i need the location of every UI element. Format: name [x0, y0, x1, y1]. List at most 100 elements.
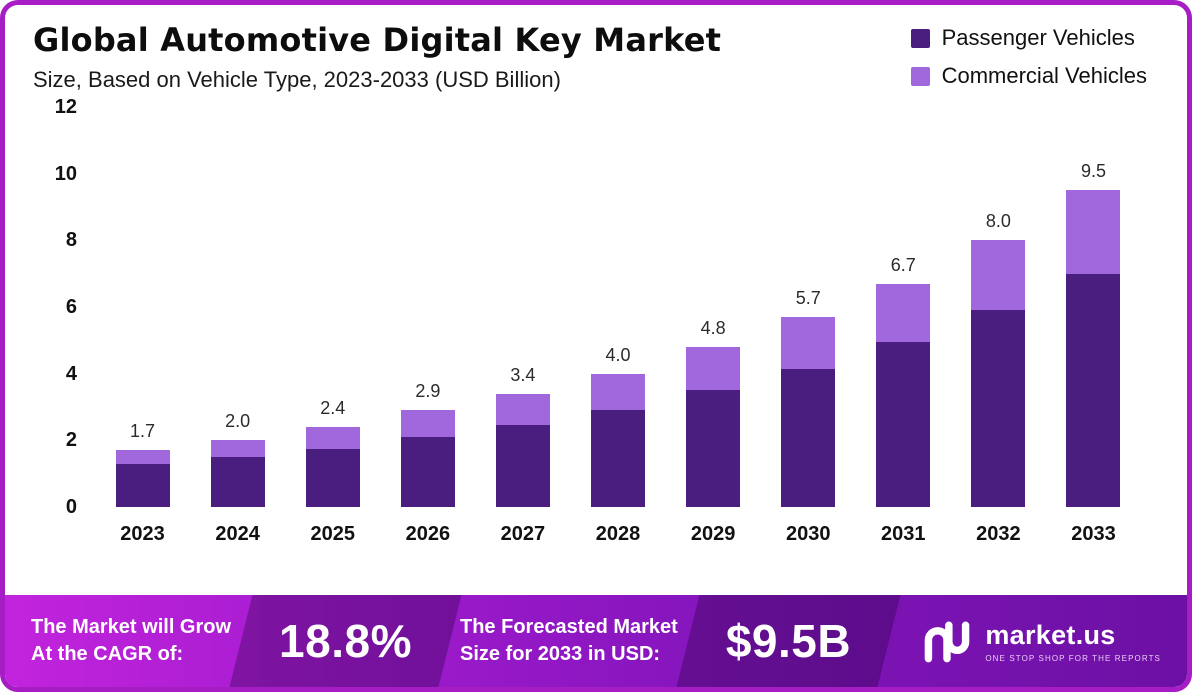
- bar-segment-passenger: [971, 310, 1026, 507]
- y-axis-label: 2: [65, 429, 77, 452]
- bar-stack: 3.4: [475, 107, 570, 507]
- bar-group: 6.7 2031: [856, 107, 951, 546]
- bar-segment-commercial: [1066, 190, 1121, 274]
- cagr-value-panel: 18.8%: [241, 595, 450, 687]
- bar-stack: 4.8: [666, 107, 761, 507]
- bar-segment-commercial: [591, 373, 646, 411]
- legend-swatch-passenger-icon: [910, 28, 930, 48]
- chart-header: Global Automotive Digital Key Market Siz…: [33, 21, 1159, 93]
- bar-group: 8.0 2032: [951, 107, 1046, 546]
- bar-stack: 9.5: [1046, 107, 1141, 507]
- bar-group: 5.7 2030: [761, 107, 856, 546]
- cagr-label: The Market will Grow At the CAGR of:: [31, 614, 231, 668]
- x-axis-label: 2032: [976, 523, 1021, 545]
- legend-item-commercial: Commercial Vehicles: [910, 63, 1147, 89]
- bar-total-label: 6.7: [890, 254, 916, 275]
- x-axis-label: 2025: [310, 523, 355, 545]
- bar-group: 2.9 2026: [380, 107, 475, 546]
- bar-total-label: 8.0: [985, 211, 1011, 232]
- x-axis-label: 2033: [1071, 523, 1116, 545]
- cagr-label-line2: At the CAGR of:: [31, 643, 184, 665]
- chart-section: Global Automotive Digital Key Market Siz…: [5, 5, 1187, 595]
- forecast-label: The Forecasted Market Size for 2033 in U…: [460, 614, 678, 668]
- y-axis-label: 4: [65, 362, 77, 385]
- plot-area: 1.7 2023 2.0 2024 2.4 2025 2.9 2026 3.4 2027 4.0 20…: [95, 107, 1141, 546]
- x-axis-label: 2030: [785, 523, 831, 545]
- bar-segment-commercial: [210, 440, 265, 457]
- bar-segment-commercial: [971, 240, 1026, 311]
- bar-segment-passenger: [305, 448, 360, 507]
- legend-item-passenger: Passenger Vehicles: [910, 25, 1147, 51]
- x-axis-label: 2023: [120, 523, 165, 545]
- bar-stack: 4.0: [570, 107, 665, 507]
- bar-segment-passenger: [686, 390, 741, 507]
- legend-label-commercial: Commercial Vehicles: [941, 63, 1147, 88]
- forecast-value: $9.5B: [725, 615, 852, 667]
- bar-chart: 12 10 8 6 4 2 0 1.7 2023 2.0 2024 2.4 2025 2.9 2026 3.…: [33, 96, 1159, 546]
- bar-group: 9.5 2033: [1046, 107, 1141, 546]
- bar-total-label: 5.7: [795, 288, 821, 309]
- bar-segment-commercial: [495, 393, 550, 426]
- bar-group: 4.0 2028: [570, 107, 665, 546]
- y-axis-label: 8: [65, 229, 77, 252]
- chart-subtitle: Size, Based on Vehicle Type, 2023-2033 (…: [33, 67, 561, 92]
- x-axis-label: 2028: [595, 523, 641, 545]
- legend-label-passenger: Passenger Vehicles: [941, 25, 1135, 50]
- brand-text: market.us ONE STOP SHOP FOR THE REPORTS: [985, 620, 1161, 663]
- bar-total-label: 4.8: [700, 318, 726, 339]
- chart-legend: Passenger Vehicles Commercial Vehicles: [910, 21, 1159, 89]
- bar-total-label: 3.4: [510, 364, 536, 385]
- brand-logo: market.us ONE STOP SHOP FOR THE REPORTS: [921, 619, 1161, 663]
- bar-segment-commercial: [305, 427, 360, 449]
- y-axis-label: 10: [54, 162, 77, 185]
- market-us-logo-icon: [925, 621, 970, 663]
- x-axis-label: 2031: [881, 523, 926, 545]
- y-axis-label: 6: [65, 296, 77, 318]
- page-title: Global Automotive Digital Key Market: [33, 21, 722, 59]
- forecast-value-panel: $9.5B: [688, 595, 889, 687]
- brand-name: market.us: [985, 619, 1116, 650]
- footer-banner: The Market will Grow At the CAGR of: 18.…: [5, 595, 1187, 687]
- bar-segment-commercial: [686, 347, 741, 391]
- title-block: Global Automotive Digital Key Market Siz…: [33, 21, 721, 93]
- bar-stack: 6.7: [856, 107, 951, 507]
- bar-group: 3.4 2027: [475, 107, 570, 546]
- bar-segment-commercial: [876, 283, 931, 342]
- x-axis-label: 2024: [215, 523, 260, 545]
- bar-segment-commercial: [781, 317, 836, 369]
- bar-segment-commercial: [400, 410, 455, 437]
- bar-total-label: 2.4: [320, 398, 346, 419]
- bar-total-label: 2.0: [225, 411, 251, 432]
- cagr-value: 18.8%: [279, 615, 412, 667]
- bar-total-label: 9.5: [1080, 161, 1106, 182]
- y-axis-label: 0: [65, 496, 77, 518]
- bar-segment-passenger: [210, 457, 265, 507]
- bar-segment-passenger: [781, 368, 836, 507]
- legend-swatch-commercial-icon: [910, 66, 930, 86]
- bar-stack: 5.7: [761, 107, 856, 507]
- y-axis-label: 12: [54, 96, 77, 118]
- bar-group: 2.4 2025: [285, 107, 380, 546]
- x-axis-label: 2027: [500, 523, 546, 545]
- x-axis-label: 2029: [690, 523, 736, 545]
- bar-total-label: 4.0: [605, 344, 631, 365]
- forecast-label-line1: The Forecasted Market: [459, 616, 678, 638]
- y-axis: 12 10 8 6 4 2 0: [33, 96, 77, 518]
- cagr-label-line1: The Market will Grow: [31, 616, 232, 638]
- bar-segment-passenger: [400, 437, 455, 507]
- bar-group: 2.0 2024: [190, 107, 285, 546]
- bar-stack: 1.7: [95, 107, 190, 507]
- bar-total-label: 2.9: [415, 381, 441, 402]
- x-axis-label: 2026: [405, 523, 451, 545]
- bar-total-label: 1.7: [130, 421, 156, 442]
- forecast-label-line2: Size for 2033 in USD:: [459, 643, 661, 665]
- bar-stack: 8.0: [951, 107, 1046, 507]
- bar-group: 1.7 2023: [95, 107, 190, 546]
- brand-tagline: ONE STOP SHOP FOR THE REPORTS: [985, 653, 1161, 663]
- bar-stack: 2.4: [285, 107, 380, 507]
- bar-segment-commercial: [115, 450, 170, 464]
- bar-stack: 2.0: [190, 107, 285, 507]
- bar-group: 4.8 2029: [666, 107, 761, 546]
- bar-segment-passenger: [115, 463, 170, 507]
